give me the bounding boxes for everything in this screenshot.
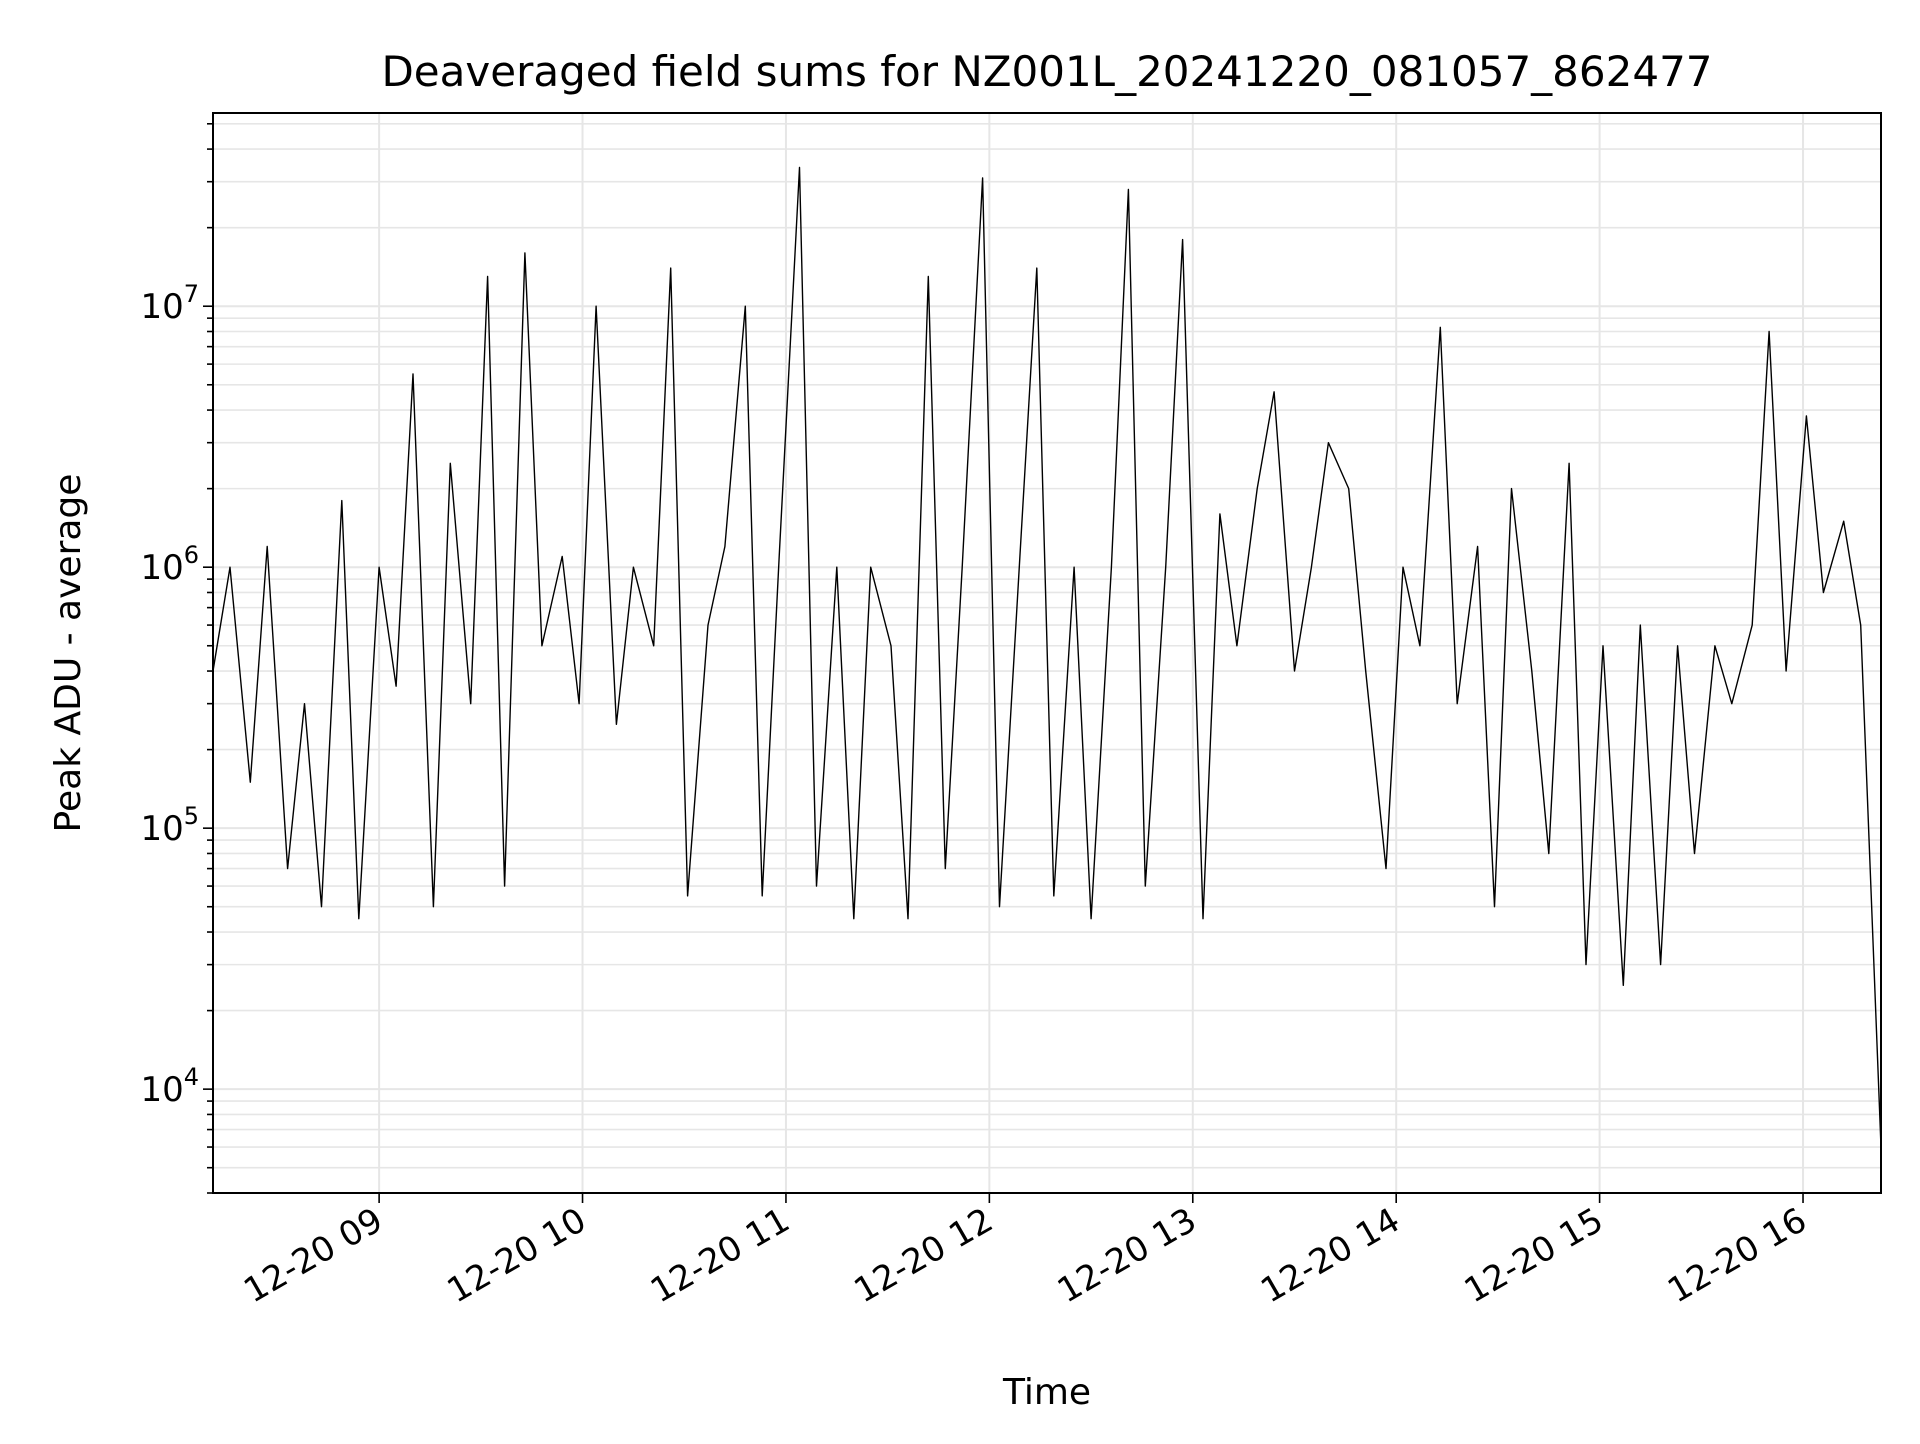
series-line xyxy=(212,166,1882,1148)
y-axis-label: Peak ADU - average xyxy=(48,474,89,833)
y-tick-exponent: 4 xyxy=(184,1063,199,1091)
series-layer xyxy=(212,166,1882,1148)
x-tick-label: 12-20 15 xyxy=(1458,1200,1610,1311)
x-tick-label: 12-20 09 xyxy=(237,1200,389,1311)
y-tick-exponent: 6 xyxy=(184,541,199,569)
x-tick-label: 12-20 13 xyxy=(1051,1200,1203,1311)
y-tick-exponent: 7 xyxy=(184,280,199,308)
x-tick-label: 12-20 11 xyxy=(644,1200,796,1311)
y-tick-label: 107 xyxy=(140,280,199,327)
y-tick-base: 10 xyxy=(140,548,183,588)
y-tick-base: 10 xyxy=(140,1070,183,1110)
chart-title: Deaveraged field sums for NZ001L_2024122… xyxy=(381,47,1712,96)
y-tick-label: 105 xyxy=(140,802,199,849)
y-tick-label: 106 xyxy=(140,541,199,588)
y-tick-base: 10 xyxy=(140,809,183,849)
x-tick-label: 12-20 14 xyxy=(1254,1200,1406,1311)
x-axis-label: Time xyxy=(1002,1372,1091,1413)
x-tick-label: 12-20 16 xyxy=(1661,1200,1813,1311)
y-tick-base: 10 xyxy=(140,287,183,327)
y-tick-label: 104 xyxy=(140,1063,199,1110)
x-tick-label: 12-20 12 xyxy=(847,1200,999,1311)
grid-layer xyxy=(213,113,1881,1194)
y-tick-exponent: 5 xyxy=(184,802,199,830)
plot-frame xyxy=(212,112,1882,1194)
x-tick-label: 12-20 10 xyxy=(441,1200,593,1311)
